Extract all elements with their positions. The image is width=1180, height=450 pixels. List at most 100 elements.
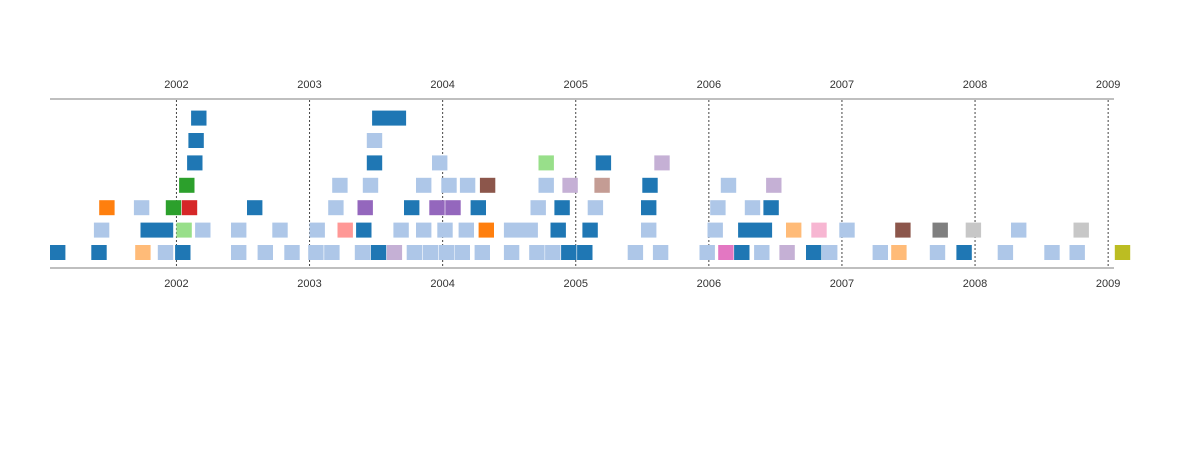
timeline-event[interactable]: [627, 245, 644, 260]
timeline-event[interactable]: [406, 245, 423, 260]
timeline-event[interactable]: [786, 222, 802, 238]
timeline-event[interactable]: [429, 200, 445, 216]
timeline-event[interactable]: [641, 222, 657, 238]
timeline-event[interactable]: [811, 222, 827, 238]
timeline-event[interactable]: [738, 222, 773, 238]
timeline-event[interactable]: [720, 177, 737, 193]
timeline-event[interactable]: [356, 222, 372, 238]
timeline-event[interactable]: [595, 155, 612, 171]
timeline-event[interactable]: [891, 245, 907, 260]
timeline-event[interactable]: [545, 245, 561, 260]
timeline-event[interactable]: [479, 177, 496, 193]
timeline-event[interactable]: [478, 222, 494, 238]
timeline-event[interactable]: [1114, 245, 1131, 260]
timeline-event[interactable]: [441, 177, 457, 193]
timeline-event[interactable]: [188, 133, 204, 148]
timeline-event[interactable]: [370, 245, 387, 260]
timeline-event[interactable]: [554, 200, 570, 216]
timeline-event[interactable]: [470, 200, 486, 216]
timeline-event[interactable]: [744, 200, 761, 216]
timeline-event[interactable]: [272, 222, 288, 238]
timeline-event[interactable]: [763, 200, 779, 216]
timeline-event[interactable]: [135, 245, 151, 260]
timeline-event[interactable]: [718, 245, 734, 260]
timeline-event[interactable]: [445, 200, 461, 216]
timeline-event[interactable]: [474, 245, 490, 260]
timeline-event[interactable]: [195, 222, 211, 238]
timeline-event[interactable]: [308, 245, 324, 260]
timeline-event[interactable]: [284, 245, 300, 260]
timeline-event[interactable]: [582, 222, 598, 238]
timeline-event[interactable]: [247, 200, 263, 216]
timeline-event[interactable]: [422, 245, 439, 260]
timeline-event[interactable]: [503, 245, 520, 260]
timeline-event[interactable]: [895, 222, 911, 238]
timeline-event[interactable]: [642, 177, 658, 193]
timeline-event[interactable]: [699, 245, 715, 260]
timeline-event[interactable]: [1044, 245, 1060, 260]
timeline-event[interactable]: [438, 245, 455, 260]
timeline-event[interactable]: [822, 245, 838, 260]
timeline-event[interactable]: [1073, 222, 1089, 238]
timeline-event[interactable]: [386, 245, 403, 260]
timeline-event[interactable]: [707, 222, 723, 238]
timeline-event[interactable]: [806, 245, 822, 260]
timeline-event[interactable]: [328, 200, 344, 216]
timeline-event[interactable]: [587, 200, 604, 216]
timeline-event[interactable]: [458, 222, 474, 238]
timeline-event[interactable]: [179, 177, 195, 193]
timeline-event[interactable]: [157, 245, 174, 260]
timeline-event[interactable]: [530, 200, 546, 216]
timeline-event[interactable]: [309, 222, 325, 238]
timeline-event[interactable]: [1069, 245, 1085, 260]
timeline-event[interactable]: [594, 177, 610, 193]
timeline-event[interactable]: [140, 222, 174, 238]
timeline-event[interactable]: [332, 177, 348, 193]
timeline-event[interactable]: [416, 222, 432, 238]
timeline-event[interactable]: [337, 222, 353, 238]
timeline-event[interactable]: [754, 245, 770, 260]
timeline-event[interactable]: [191, 110, 207, 126]
timeline-event[interactable]: [91, 245, 107, 260]
timeline-event[interactable]: [459, 177, 476, 193]
timeline-event[interactable]: [99, 200, 115, 216]
timeline-event[interactable]: [257, 245, 273, 260]
timeline-event[interactable]: [652, 245, 669, 260]
timeline-event[interactable]: [562, 177, 578, 193]
timeline-event[interactable]: [354, 245, 371, 260]
timeline-event[interactable]: [872, 245, 888, 260]
timeline-event[interactable]: [366, 133, 383, 148]
timeline-event[interactable]: [654, 155, 670, 171]
timeline-event[interactable]: [1011, 222, 1027, 238]
timeline-event[interactable]: [432, 155, 448, 171]
timeline-event[interactable]: [404, 200, 420, 216]
timeline-event[interactable]: [577, 245, 593, 260]
timeline-event[interactable]: [538, 155, 554, 171]
timeline-event[interactable]: [997, 245, 1014, 260]
timeline-event[interactable]: [839, 222, 855, 238]
timeline-event[interactable]: [710, 200, 726, 216]
timeline-event[interactable]: [929, 245, 946, 260]
timeline-event[interactable]: [965, 222, 982, 238]
timeline-event[interactable]: [529, 245, 545, 260]
timeline-event[interactable]: [187, 155, 203, 171]
timeline-event[interactable]: [393, 222, 409, 238]
timeline-event[interactable]: [416, 177, 432, 193]
timeline-event[interactable]: [956, 245, 972, 260]
timeline-event[interactable]: [779, 245, 795, 260]
timeline-event[interactable]: [231, 245, 247, 260]
timeline-event[interactable]: [437, 222, 453, 238]
timeline-event[interactable]: [561, 245, 577, 260]
timeline-event[interactable]: [231, 222, 247, 238]
timeline-event[interactable]: [372, 110, 407, 126]
timeline-event[interactable]: [175, 245, 191, 260]
timeline-event[interactable]: [734, 245, 750, 260]
timeline-event[interactable]: [550, 222, 566, 238]
timeline-event[interactable]: [357, 200, 373, 216]
timeline-event[interactable]: [176, 222, 192, 238]
timeline-event[interactable]: [366, 155, 383, 171]
timeline-event[interactable]: [932, 222, 948, 238]
timeline-event[interactable]: [324, 245, 340, 260]
timeline-event[interactable]: [181, 200, 198, 216]
timeline-event[interactable]: [503, 222, 538, 238]
